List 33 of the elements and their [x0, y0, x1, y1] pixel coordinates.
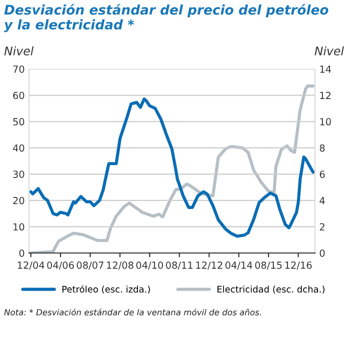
y2-tick-label: 0: [320, 249, 325, 257]
x-tick-label: 08/11: [166, 262, 192, 270]
legend-label: Petróleo (esc. izda.): [62, 285, 150, 294]
y2-tick-label: 12: [320, 92, 331, 99]
x-tick-label: 08/07: [76, 262, 104, 270]
x-tick-label: 12/16: [285, 262, 312, 270]
y-tick-label: 0: [19, 249, 24, 257]
x-tick-label: 04/14: [225, 262, 252, 270]
y-tick-label: 10: [14, 223, 24, 231]
x-tick-label: 08/15: [255, 262, 282, 270]
y2-tick-label: 4: [320, 197, 325, 204]
y2-tick-label: 2: [320, 223, 324, 230]
y-tick-label: 50: [13, 118, 24, 126]
x-tick-label: 04/10: [136, 262, 163, 270]
y2-tick-label: 10: [320, 118, 331, 126]
legend-label: Electricidad (esc. dcha.): [217, 286, 324, 294]
y-tick-label: 70: [13, 65, 24, 73]
y-axis-title: Nivel: [4, 46, 34, 56]
chart-title: Desviación estándar del precio del petróleo y la electricidad *: [4, 4, 328, 32]
y-tick-label: 40: [12, 144, 24, 152]
y2-tick-label: 14: [320, 66, 331, 73]
text: Nota: * Desviación estándar de la ventana móvil de dos años.: [4, 308, 261, 316]
y2-tick-label: 6: [320, 170, 325, 178]
y2-axis-title: Nivel: [314, 46, 344, 56]
x-tick-label: 04/06: [47, 262, 74, 270]
y-tick-label: 20: [13, 196, 24, 204]
x-tick-label: 12/04: [18, 262, 44, 270]
x-tick-label: 12/12: [196, 262, 222, 270]
y2-tick-label: 8: [320, 144, 325, 152]
line-series: [29, 97, 315, 238]
x-tick-label: 12/08: [107, 262, 134, 270]
y-tick-label: 60: [13, 92, 24, 100]
y-tick-label: 30: [13, 170, 24, 178]
